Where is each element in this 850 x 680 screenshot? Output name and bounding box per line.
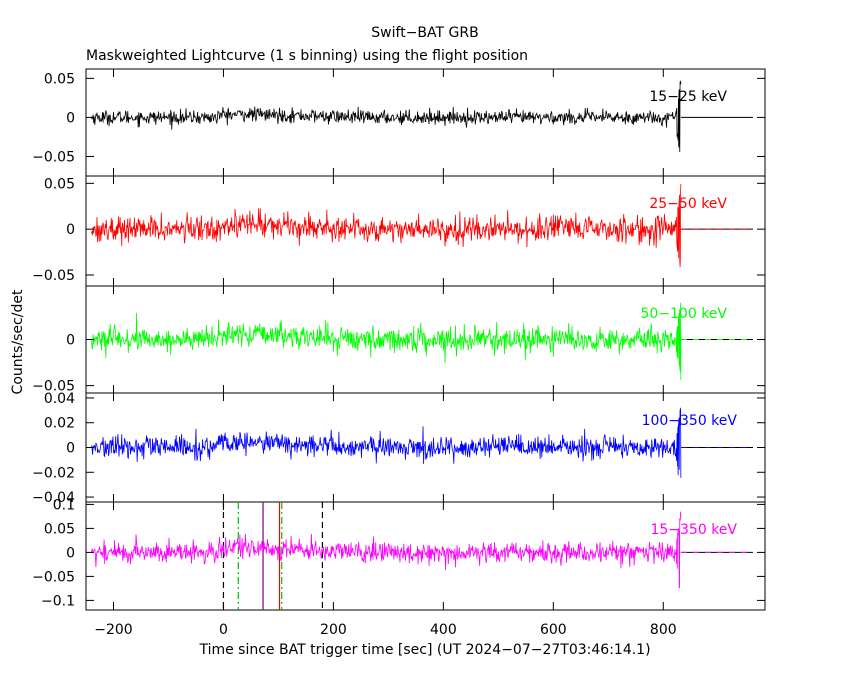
x-tick-label: 800 <box>650 622 677 638</box>
series-line <box>91 407 682 478</box>
panel-5: −0.1 −0.05 0 0.05 0.1 15−350 keV <box>32 497 766 611</box>
panel-4: −0.04 −0.02 0 0.02 0.04 100−350 keV <box>32 391 766 506</box>
x-tick-label: 0 <box>219 622 228 638</box>
series-line <box>91 511 682 589</box>
band-label: 15−350 keV <box>650 522 737 538</box>
x-tick-label: −200 <box>94 622 132 638</box>
y-tick-label: 0 <box>66 545 75 561</box>
chart-subtitle: Maskweighted Lightcurve (1 s binning) us… <box>86 48 528 64</box>
y-tick-label: −0.02 <box>32 465 75 481</box>
chart-title: Swift−BAT GRB <box>371 25 478 41</box>
band-label: 15−25 keV <box>649 89 727 105</box>
panel-frame <box>85 501 766 611</box>
y-tick-label: −0.05 <box>32 569 75 585</box>
x-tick-label: 600 <box>540 622 567 638</box>
x-tick-label: 200 <box>320 622 347 638</box>
y-tick-label: −0.04 <box>32 490 75 506</box>
panel-frame <box>85 68 766 177</box>
panel-2: −0.05 0 0.05 25−50 keV <box>32 175 766 287</box>
x-tick-label: 400 <box>430 622 457 638</box>
y-tick-label: 0.05 <box>44 521 75 537</box>
series-line <box>91 80 682 152</box>
series-line <box>91 302 682 381</box>
band-label: 100−350 keV <box>642 413 738 429</box>
x-axis-label: Time since BAT trigger time [sec] (UT 20… <box>198 642 650 658</box>
band-label: 25−50 keV <box>649 196 727 212</box>
series-line <box>91 184 682 268</box>
y-tick-label: −0.05 <box>32 379 75 395</box>
x-axis: −200 0 200 400 600 800 <box>94 622 676 638</box>
y-tick-label: 0.04 <box>44 391 75 407</box>
y-axis-label: Counts/sec/det <box>10 289 26 394</box>
panel-3: −0.05 0 50−100 keV <box>32 285 766 395</box>
y-tick-label: 0.02 <box>44 416 75 432</box>
band-label: 50−100 keV <box>640 306 727 322</box>
y-tick-label: 0.05 <box>44 176 75 192</box>
panel-1: −0.05 0 0.05 15−25 keV <box>32 68 766 177</box>
y-tick-label: −0.1 <box>41 593 75 609</box>
y-tick-label: −0.05 <box>32 268 75 284</box>
y-tick-label: −0.05 <box>32 149 75 165</box>
y-tick-label: 0 <box>66 222 75 238</box>
y-tick-label: 0 <box>66 441 75 457</box>
y-tick-label: 0.1 <box>53 497 75 513</box>
y-tick-label: 0 <box>66 110 75 126</box>
y-tick-label: 0.05 <box>44 71 75 87</box>
y-tick-label: 0 <box>66 333 75 349</box>
